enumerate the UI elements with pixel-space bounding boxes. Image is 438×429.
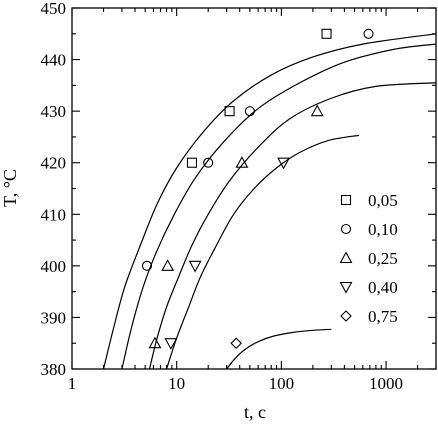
data-point-triangle-down	[188, 260, 202, 273]
data-point-square	[321, 28, 332, 39]
data-point-circle	[203, 157, 214, 168]
legend-label: 0,05	[368, 191, 398, 210]
data-point-triangle-up	[235, 156, 249, 168]
fit-curve-4	[165, 134, 359, 369]
data-point-circle	[141, 260, 153, 271]
fit-curve-1	[102, 33, 436, 369]
y-tick-label: 450	[41, 0, 67, 18]
x-tick-label: 1	[68, 374, 77, 393]
data-point-diamond	[230, 337, 242, 349]
fit-curves	[102, 33, 436, 369]
fit-curve-5	[226, 328, 332, 369]
y-tick-label: 440	[41, 51, 67, 70]
legend-marker-triangle-down	[339, 281, 353, 294]
data-markers	[141, 28, 374, 350]
legend-marker-circle	[340, 223, 352, 235]
data-point-triangle-up	[161, 259, 175, 271]
x-tick-label: 100	[269, 374, 295, 393]
x-tick-label: 10	[168, 374, 185, 393]
fit-curve-3	[148, 82, 436, 369]
y-tick-label: 390	[41, 308, 67, 327]
y-tick-label: 420	[41, 154, 67, 173]
data-point-circle	[244, 106, 255, 117]
x-axis-title: t, c	[244, 402, 266, 422]
data-point-triangle-down	[164, 338, 178, 350]
legend-marker-square	[340, 194, 352, 206]
y-tick-label: 430	[41, 102, 67, 121]
legend-label: 0,75	[368, 307, 398, 326]
data-point-triangle-up	[310, 104, 324, 117]
data-point-circle	[363, 28, 374, 39]
fit-curve-2	[121, 43, 436, 369]
data-point-square	[224, 106, 235, 117]
y-tick-label: 380	[41, 360, 67, 379]
data-point-triangle-down	[277, 157, 291, 170]
legend: 0,05 0,10 0,25 0,40 0,75	[339, 191, 398, 326]
y-axis-title: T, °C	[0, 169, 20, 207]
axes: 1 10 100 1000 380 390 400 410 420 430 440 450	[41, 0, 437, 393]
y-tick-label: 410	[41, 205, 67, 224]
data-point-square	[186, 157, 198, 168]
x-tick-label: 1000	[369, 374, 403, 393]
legend-label: 0,10	[368, 220, 398, 239]
data-point-triangle-up	[148, 336, 162, 349]
legend-marker-diamond	[340, 310, 352, 322]
y-tick-label: 400	[41, 257, 67, 276]
legend-label: 0,40	[368, 278, 398, 297]
legend-label: 0,25	[368, 249, 398, 268]
legend-marker-triangle-up	[339, 251, 353, 264]
